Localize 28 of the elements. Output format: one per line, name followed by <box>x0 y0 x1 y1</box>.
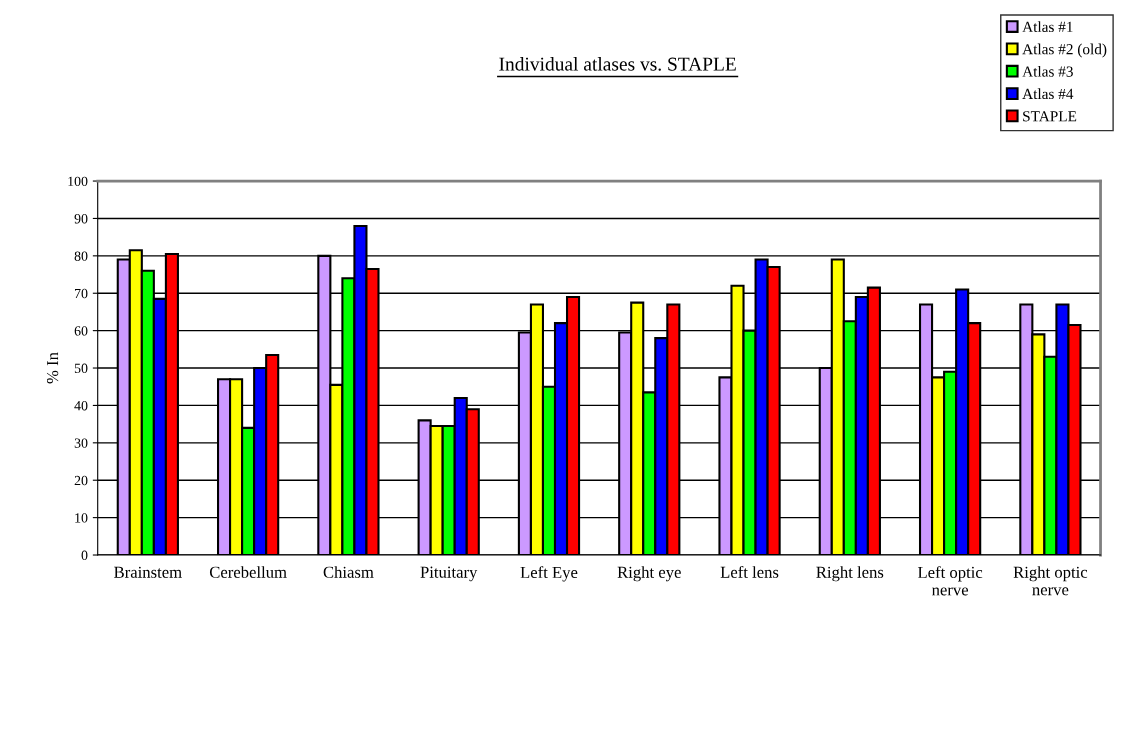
y-tick-label: 30 <box>74 438 88 448</box>
legend-label: Atlas #3 <box>1022 65 1073 77</box>
x-tick-label: Left optic nerve <box>917 566 983 596</box>
x-tick-label: Cerebellum <box>209 566 287 578</box>
x-tick-label: Left lens <box>720 565 779 578</box>
x-tick-label: Right lens <box>816 566 884 582</box>
y-tick-label: 10 <box>75 513 88 523</box>
x-tick-label: Pituitary <box>420 566 478 582</box>
x-tick-label: Brainstem <box>114 566 182 578</box>
x-tick-label: Right optic nerve <box>1013 566 1088 596</box>
x-tick-label: Chiasm <box>323 566 374 578</box>
y-tick-label: 0 <box>81 550 88 560</box>
y-tick-label: 40 <box>74 401 88 411</box>
y-tick-label: 100 <box>68 176 88 186</box>
legend-label: Atlas #4 <box>1022 88 1074 100</box>
legend-label: STAPLE <box>1023 111 1077 122</box>
x-tick-label: Left Eye <box>520 566 578 582</box>
x-tick-label: Right eye <box>617 566 681 582</box>
y-tick-label: 60 <box>74 326 88 336</box>
y-tick-label: 20 <box>74 475 88 486</box>
y-tick-label: 70 <box>75 288 88 299</box>
chart-title: Individual atlases vs. STAPLE <box>499 57 736 71</box>
y-axis-title: % In <box>46 352 59 384</box>
y-tick-label: 80 <box>74 251 88 261</box>
legend-label: Atlas #1 <box>1022 21 1073 33</box>
y-tick-label: 90 <box>74 214 88 224</box>
legend-label: Atlas #2 (old) <box>1022 43 1107 58</box>
y-tick-label: 50 <box>74 363 88 373</box>
